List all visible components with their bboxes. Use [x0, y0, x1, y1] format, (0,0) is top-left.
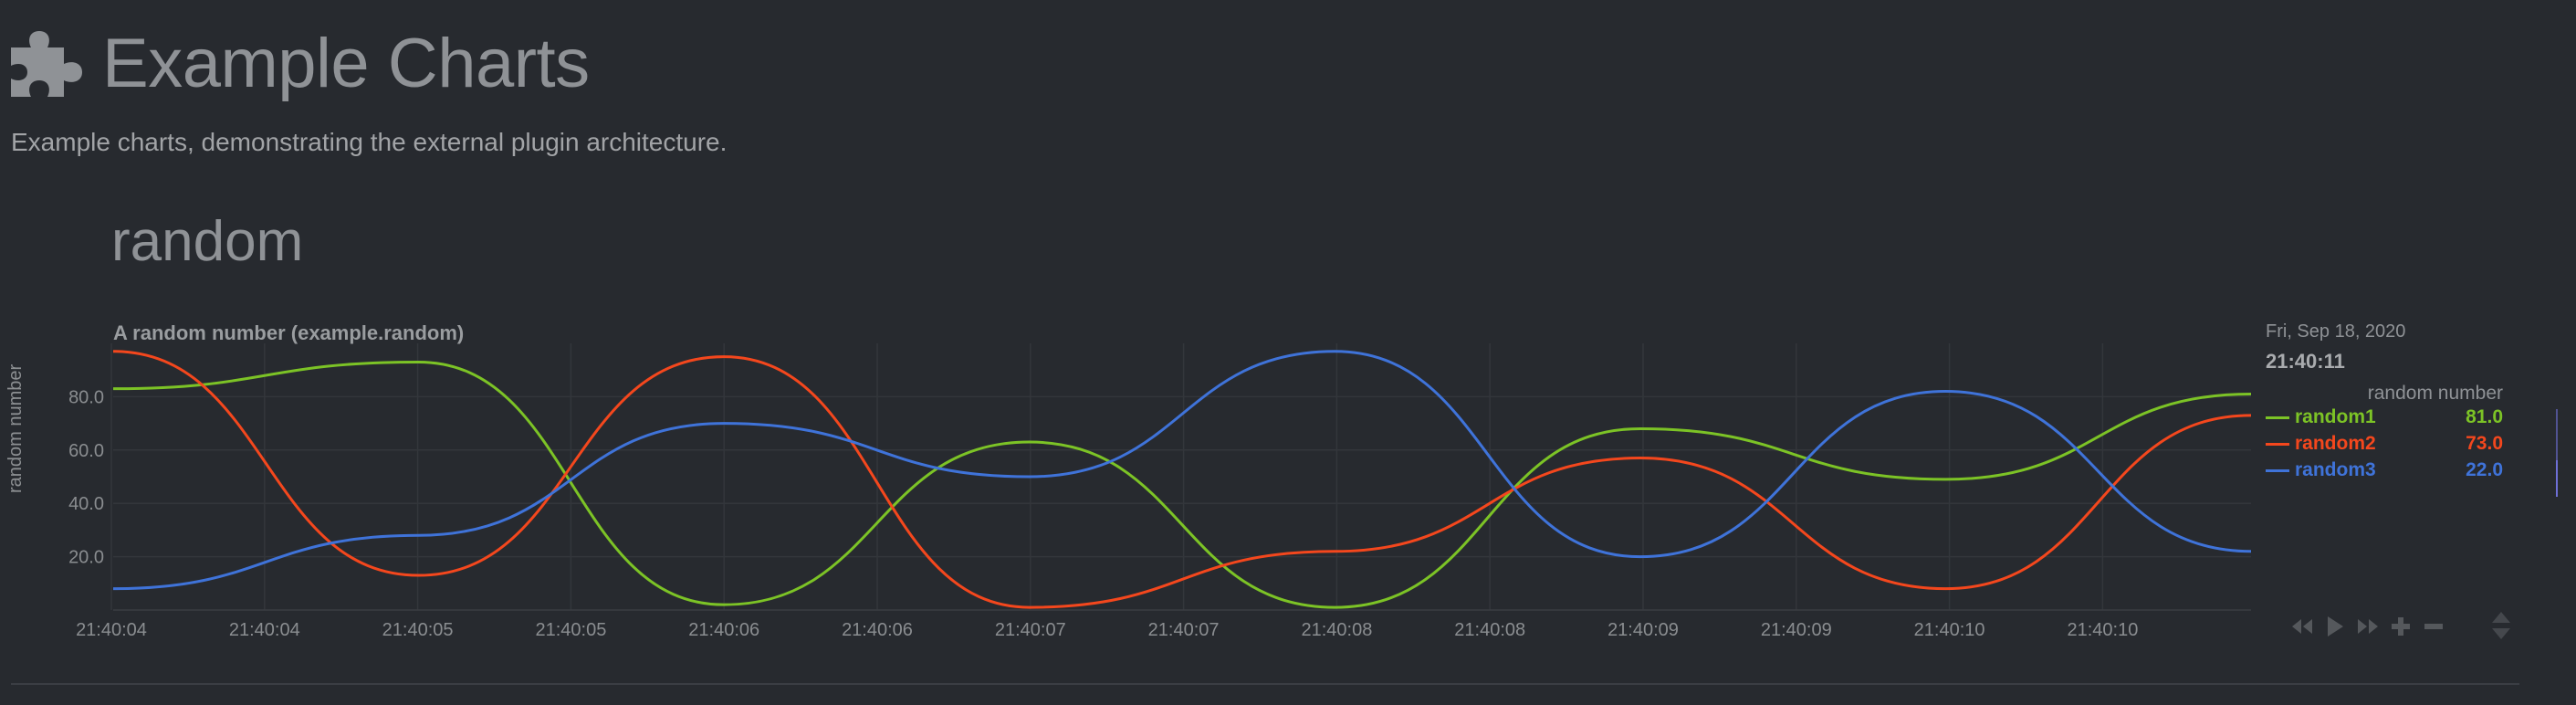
series-line-random3: [112, 350, 2252, 591]
x-tick-label: 21:40:09: [1761, 620, 1832, 640]
play-icon: [2328, 616, 2343, 637]
legend-swatch: [2266, 469, 2289, 472]
zoom-in-icon: [2392, 617, 2410, 636]
page-header: Example Charts: [9, 27, 590, 100]
section-title: random: [111, 210, 304, 273]
legend-item-random2[interactable]: random2 73.0: [2266, 431, 2503, 458]
y-axis-ticks: 20.0 40.0 60.0 80.0: [68, 387, 104, 567]
legend-series-value: 81.0: [2466, 406, 2503, 427]
fast-forward-button[interactable]: [2353, 612, 2382, 641]
legend-series-value: 73.0: [2466, 433, 2503, 454]
x-axis-ticks: 21:40:04 21:40:04 21:40:05 21:40:05 21:40:06…: [76, 620, 2138, 640]
scrollbar[interactable]: [2556, 409, 2560, 497]
x-tick-label: 21:40:04: [76, 620, 147, 640]
y-tick-label: 80.0: [68, 387, 104, 407]
page-subtitle: Example charts, demonstrating the extern…: [11, 128, 728, 156]
fast-forward-icon: [2358, 619, 2378, 634]
legend-units: random number: [2367, 383, 2503, 404]
y-tick-label: 40.0: [68, 494, 104, 514]
x-tick-label: 21:40:08: [1454, 620, 1525, 640]
zoom-out-icon: [2424, 624, 2443, 629]
series-lines: [112, 350, 2252, 609]
x-tick-label: 21:40:05: [382, 620, 454, 640]
chart-grid: [110, 343, 2251, 611]
series-line-random2: [112, 350, 2252, 609]
rewind-button[interactable]: [2288, 612, 2317, 641]
zoom-out-button[interactable]: [2419, 612, 2448, 641]
y-tick-label: 20.0: [68, 548, 104, 568]
play-button[interactable]: [2320, 612, 2350, 641]
puzzle-piece-icon: [11, 31, 82, 97]
legend-item-random3[interactable]: random3 22.0: [2266, 458, 2503, 484]
legend-time: 21:40:11: [2266, 350, 2345, 373]
x-tick-label: 21:40:08: [1301, 620, 1372, 640]
legend-swatch: [2266, 416, 2289, 419]
chart-controls: [2288, 612, 2448, 641]
legend-date: Fri, Sep 18, 2020: [2266, 321, 2406, 342]
chart-title: A random number (example.random): [113, 321, 465, 344]
x-tick-label: 21:40:06: [688, 620, 759, 640]
legend-series-value: 22.0: [2466, 459, 2503, 480]
x-tick-label: 21:40:10: [1914, 620, 1985, 640]
chart-legend: Fri, Sep 18, 2020 21:40:11 random number…: [2266, 321, 2503, 484]
x-tick-label: 21:40:04: [229, 620, 300, 640]
x-tick-label: 21:40:10: [2067, 620, 2138, 640]
y-tick-label: 60.0: [68, 441, 104, 461]
divider: [11, 683, 2519, 685]
x-tick-label: 21:40:07: [1148, 620, 1220, 640]
legend-swatch: [2266, 443, 2289, 446]
legend-series-name: random1: [2295, 406, 2376, 427]
x-tick-label: 21:40:05: [535, 620, 606, 640]
legend-series-name: random3: [2295, 459, 2376, 480]
zoom-in-button[interactable]: [2386, 612, 2415, 641]
rewind-icon: [2292, 619, 2312, 634]
resize-handle-icon[interactable]: [2490, 610, 2512, 641]
x-tick-label: 21:40:09: [1607, 620, 1679, 640]
legend-series-name: random2: [2295, 433, 2376, 454]
x-tick-label: 21:40:07: [995, 620, 1066, 640]
page-title: Example Charts: [102, 25, 590, 102]
x-tick-label: 21:40:06: [842, 620, 913, 640]
series-line-random1: [112, 360, 2252, 609]
legend-item-random1[interactable]: random1 81.0: [2266, 405, 2503, 431]
